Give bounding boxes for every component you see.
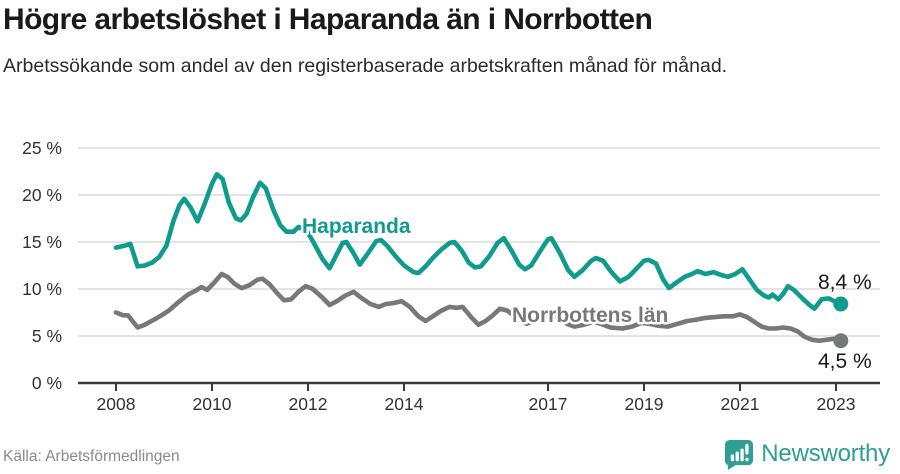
x-tick-label: 2023 xyxy=(817,394,856,414)
x-tick-label: 2008 xyxy=(97,394,136,414)
norrbotten-value-label: 4,5 % xyxy=(818,350,872,373)
y-tick-label: 5 % xyxy=(32,326,62,346)
norrbotten-end-dot xyxy=(833,333,849,349)
x-tick-label: 2012 xyxy=(289,394,328,414)
chart-subtitle: Arbetssökande som andel av den registerb… xyxy=(3,55,728,77)
source-note: Källa: Arbetsförmedlingen xyxy=(3,448,180,465)
newsworthy-logo: Newsworthy xyxy=(723,438,890,470)
page-title: Högre arbetslöshet i Haparanda än i Norr… xyxy=(3,3,653,36)
x-tick-label: 2021 xyxy=(721,394,760,414)
y-tick-label: 0 % xyxy=(32,373,62,393)
chart-header: Högre arbetslöshet i Haparanda än i Norr… xyxy=(3,2,883,81)
newsworthy-logo-icon xyxy=(725,439,754,470)
haparanda-series-label: Haparanda xyxy=(302,215,411,238)
x-tick-label: 2014 xyxy=(385,394,424,414)
x-tick-label: 2019 xyxy=(625,394,664,414)
x-tick-label: 2010 xyxy=(193,394,232,414)
haparanda-line xyxy=(113,172,844,311)
haparanda-value-label: 8,4 % xyxy=(818,271,872,294)
haparanda-end-dot xyxy=(833,296,849,312)
newsworthy-logo-text: Newsworthy xyxy=(761,440,890,467)
x-tick-label: 2017 xyxy=(529,394,568,414)
y-tick-label: 10 % xyxy=(22,279,62,299)
y-tick-label: 20 % xyxy=(22,185,62,205)
y-tick-label: 25 % xyxy=(22,138,62,158)
norrbotten-series-label: Norrbottens län xyxy=(512,304,668,327)
norrbotten-line xyxy=(113,271,844,343)
y-tick-label: 15 % xyxy=(22,232,62,252)
